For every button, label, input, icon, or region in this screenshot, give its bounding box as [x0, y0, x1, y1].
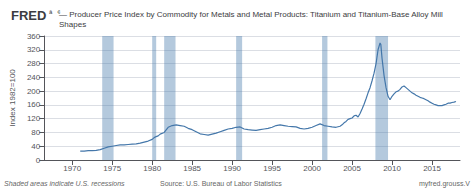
svg-text:40: 40 [31, 142, 40, 151]
svg-text:120: 120 [27, 114, 41, 123]
svg-text:2000: 2000 [303, 164, 321, 173]
svg-text:2005: 2005 [343, 164, 361, 173]
svg-text:Shapes: Shapes [59, 20, 86, 29]
svg-text:FRED: FRED [11, 8, 46, 23]
svg-text:320: 320 [27, 45, 41, 54]
svg-text:80: 80 [31, 128, 40, 137]
svg-text:1980: 1980 [143, 164, 161, 173]
svg-text:1970: 1970 [63, 164, 81, 173]
svg-text:160: 160 [27, 100, 41, 109]
svg-text:myfred.grouss.V: myfred.grouss.V [419, 180, 470, 188]
svg-text:1975: 1975 [103, 164, 121, 173]
svg-text:360: 360 [27, 32, 41, 41]
svg-text:2010: 2010 [383, 164, 401, 173]
svg-text:â¢: â¢ [49, 9, 61, 15]
svg-text:Shaded areas indicate U.S. rec: Shaded areas indicate U.S. recessions [4, 180, 125, 187]
svg-text:0: 0 [36, 156, 41, 165]
svg-text:240: 240 [27, 73, 41, 82]
svg-text:1990: 1990 [223, 164, 241, 173]
svg-text:Index 1982=100: Index 1982=100 [8, 69, 17, 127]
svg-text:1985: 1985 [183, 164, 201, 173]
svg-text:— Producer Price Index by Comm: — Producer Price Index by Commodity for … [59, 10, 445, 19]
svg-text:280: 280 [27, 59, 41, 68]
svg-text:200: 200 [27, 87, 41, 96]
svg-text:2015: 2015 [423, 164, 441, 173]
svg-text:Source: U.S. Bureau of Labor S: Source: U.S. Bureau of Labor Statistics [160, 180, 282, 187]
svg-text:1995: 1995 [263, 164, 281, 173]
